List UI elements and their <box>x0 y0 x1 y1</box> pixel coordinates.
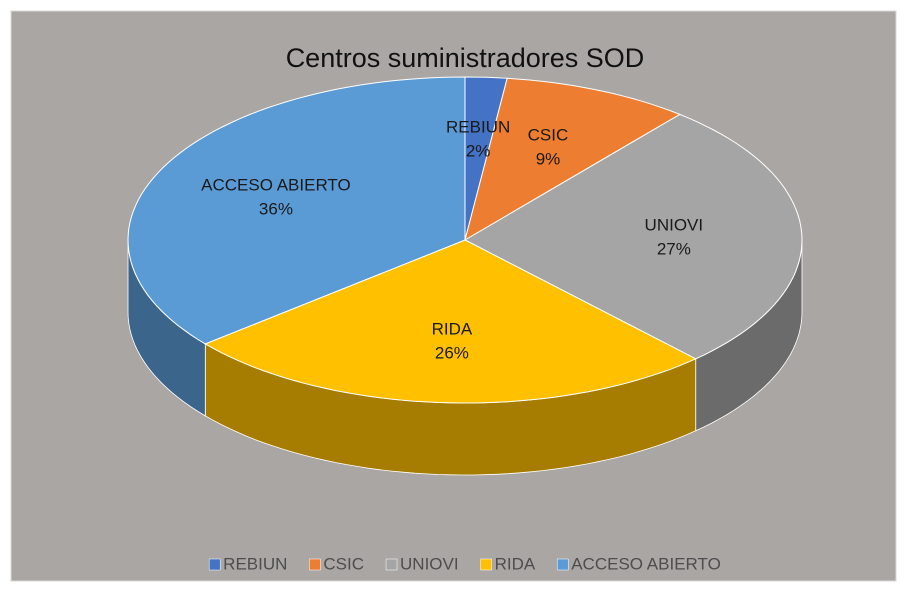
data-label-value: 2% <box>466 142 491 161</box>
legend-swatch <box>480 558 492 571</box>
data-label-value: 36% <box>259 199 293 218</box>
data-label-name: RIDA <box>432 319 473 338</box>
pie-slice <box>464 77 681 242</box>
legend-label: UNIOVI <box>400 554 459 573</box>
legend-label: RIDA <box>495 554 536 573</box>
data-label-name: REBIUN <box>446 118 510 137</box>
data-label-value: 27% <box>657 239 691 258</box>
legend-swatch <box>385 558 398 571</box>
legend-swatch <box>556 558 569 571</box>
legend-label: ACCESO ABIERTO <box>571 554 721 573</box>
data-label-name: UNIOVI <box>645 215 704 234</box>
legend-label: REBIUN <box>223 554 287 573</box>
data-label-name: ACCESO ABIERTO <box>201 175 351 194</box>
chart-title: Centros suministradores SOD <box>286 43 645 73</box>
data-label-name: CSIC <box>528 126 569 145</box>
legend-swatch <box>309 558 321 571</box>
data-label-value: 26% <box>435 343 469 362</box>
legend-label: CSIC <box>323 554 364 573</box>
legend-swatch <box>208 558 221 571</box>
data-label-value: 9% <box>536 150 561 169</box>
pie-slice <box>127 76 466 345</box>
pie-slice <box>204 239 697 404</box>
pie-slice <box>463 113 803 360</box>
